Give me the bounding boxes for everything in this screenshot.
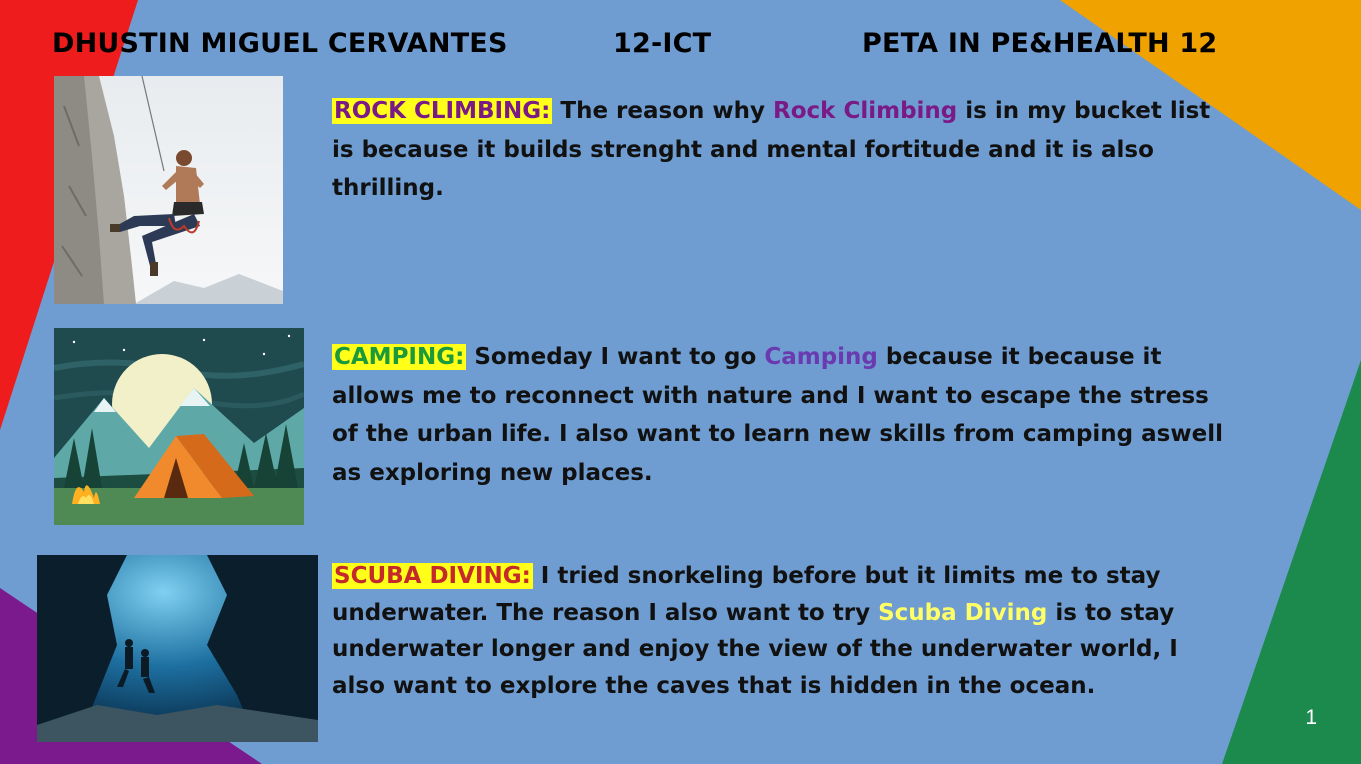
camping-text-after: because it because it allows me to recon… [332, 344, 1223, 486]
class-section: 12-ICT [613, 28, 712, 59]
rock-climbing-section: ROCK CLIMBING: The reason why Rock Climb… [332, 92, 1232, 208]
rock-climbing-highlight: Rock Climbing [773, 98, 958, 124]
scuba-diving-text-before: I tried snorkeling before but it limits … [332, 563, 1161, 626]
camping-illustration [54, 328, 304, 525]
rock-climbing-label: ROCK CLIMBING: [332, 98, 553, 124]
camping-section: CAMPING: Someday I want to go Camping be… [332, 338, 1232, 492]
green-corner-shape [1222, 360, 1361, 764]
rock-climbing-photo [54, 76, 283, 304]
camping-highlight: Camping [764, 344, 878, 370]
scuba-diving-section: SCUBA DIVING: I tried snorkeling before … [332, 558, 1232, 704]
student-name: DHUSTIN MIGUEL CERVANTES [52, 28, 508, 59]
camping-text-before: Someday I want to go [466, 344, 765, 370]
scuba-diving-label: SCUBA DIVING: [332, 563, 533, 589]
orange-corner-shape [1060, 0, 1361, 210]
subject-title: PETA IN PE&HEALTH 12 [862, 28, 1218, 59]
scuba-diving-text-after: is to stay underwater longer and enjoy t… [332, 599, 1178, 699]
camping-label: CAMPING: [332, 344, 467, 370]
scuba-diving-photo [37, 555, 318, 742]
scuba-diving-highlight: Scuba Diving [878, 599, 1048, 626]
page-number: 1 [1305, 706, 1317, 729]
rock-climbing-text-before: The reason why [552, 98, 774, 124]
rock-climbing-text-after: is in my bucket list is because it build… [332, 98, 1211, 201]
